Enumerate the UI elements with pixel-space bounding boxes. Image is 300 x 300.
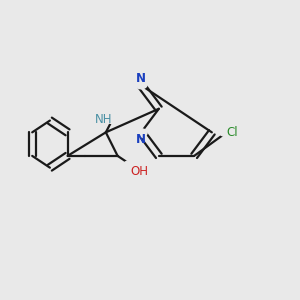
- Text: N: N: [136, 133, 146, 146]
- Ellipse shape: [135, 80, 147, 89]
- Ellipse shape: [135, 129, 147, 137]
- Text: NH: NH: [95, 113, 112, 126]
- Ellipse shape: [105, 115, 120, 124]
- Text: N: N: [136, 72, 146, 85]
- Text: OH: OH: [131, 165, 149, 178]
- Ellipse shape: [124, 160, 138, 169]
- Text: Cl: Cl: [226, 126, 238, 139]
- Ellipse shape: [219, 128, 234, 136]
